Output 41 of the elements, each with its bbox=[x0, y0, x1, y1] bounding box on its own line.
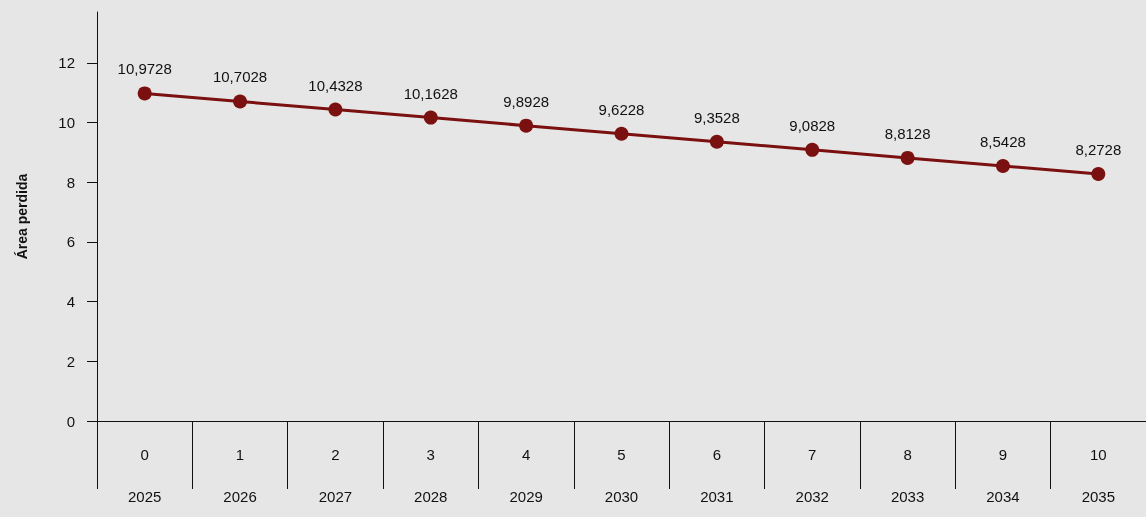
category-label: 8 2033 bbox=[890, 445, 925, 505]
y-tick-label: 10 bbox=[58, 113, 75, 131]
y-tick-label: 0 bbox=[66, 412, 75, 430]
data-label: 9,8928 bbox=[503, 92, 550, 110]
data-label: 10,7028 bbox=[212, 68, 268, 86]
category-label: 0 2025 bbox=[127, 445, 162, 505]
point bbox=[233, 94, 248, 109]
point bbox=[900, 150, 915, 165]
y-tick-label: 12 bbox=[58, 54, 75, 72]
point bbox=[328, 102, 343, 117]
data-label: 8,5428 bbox=[980, 132, 1026, 150]
category-label: 4 2029 bbox=[509, 445, 543, 505]
point bbox=[1091, 167, 1106, 182]
point bbox=[709, 134, 724, 149]
point bbox=[519, 118, 534, 133]
category-label: 5 2030 bbox=[604, 445, 639, 505]
data-label: 9,6228 bbox=[598, 100, 645, 118]
data-label: 9,0828 bbox=[789, 116, 836, 134]
category-label: 6 2031 bbox=[700, 445, 734, 505]
category-label: 7 2032 bbox=[795, 445, 829, 505]
y-tick-label: 8 bbox=[66, 173, 75, 191]
point bbox=[137, 86, 152, 101]
category-label: 1 2026 bbox=[223, 445, 257, 505]
y-tick-label: 6 bbox=[66, 233, 75, 251]
data-label: 8,2728 bbox=[1075, 141, 1122, 159]
data-label: 10,1628 bbox=[403, 84, 458, 102]
data-label: 10,9728 bbox=[117, 60, 172, 78]
y-axis-title: Área perdida bbox=[14, 173, 30, 260]
point bbox=[995, 158, 1010, 173]
category-label: 3 2028 bbox=[414, 445, 448, 505]
category-label: 2 2027 bbox=[318, 445, 353, 505]
y-tick-label: 4 bbox=[66, 293, 75, 311]
category-label: 9 2034 bbox=[986, 445, 1020, 505]
point bbox=[614, 126, 629, 141]
data-label: 10,4328 bbox=[308, 76, 363, 94]
data-label: 9,3528 bbox=[693, 108, 740, 126]
point bbox=[805, 142, 820, 157]
y-tick-label: 2 bbox=[66, 352, 75, 370]
point bbox=[423, 110, 438, 125]
category-label: 10 2035 bbox=[1081, 445, 1116, 505]
data-label: 8,8128 bbox=[884, 124, 931, 142]
